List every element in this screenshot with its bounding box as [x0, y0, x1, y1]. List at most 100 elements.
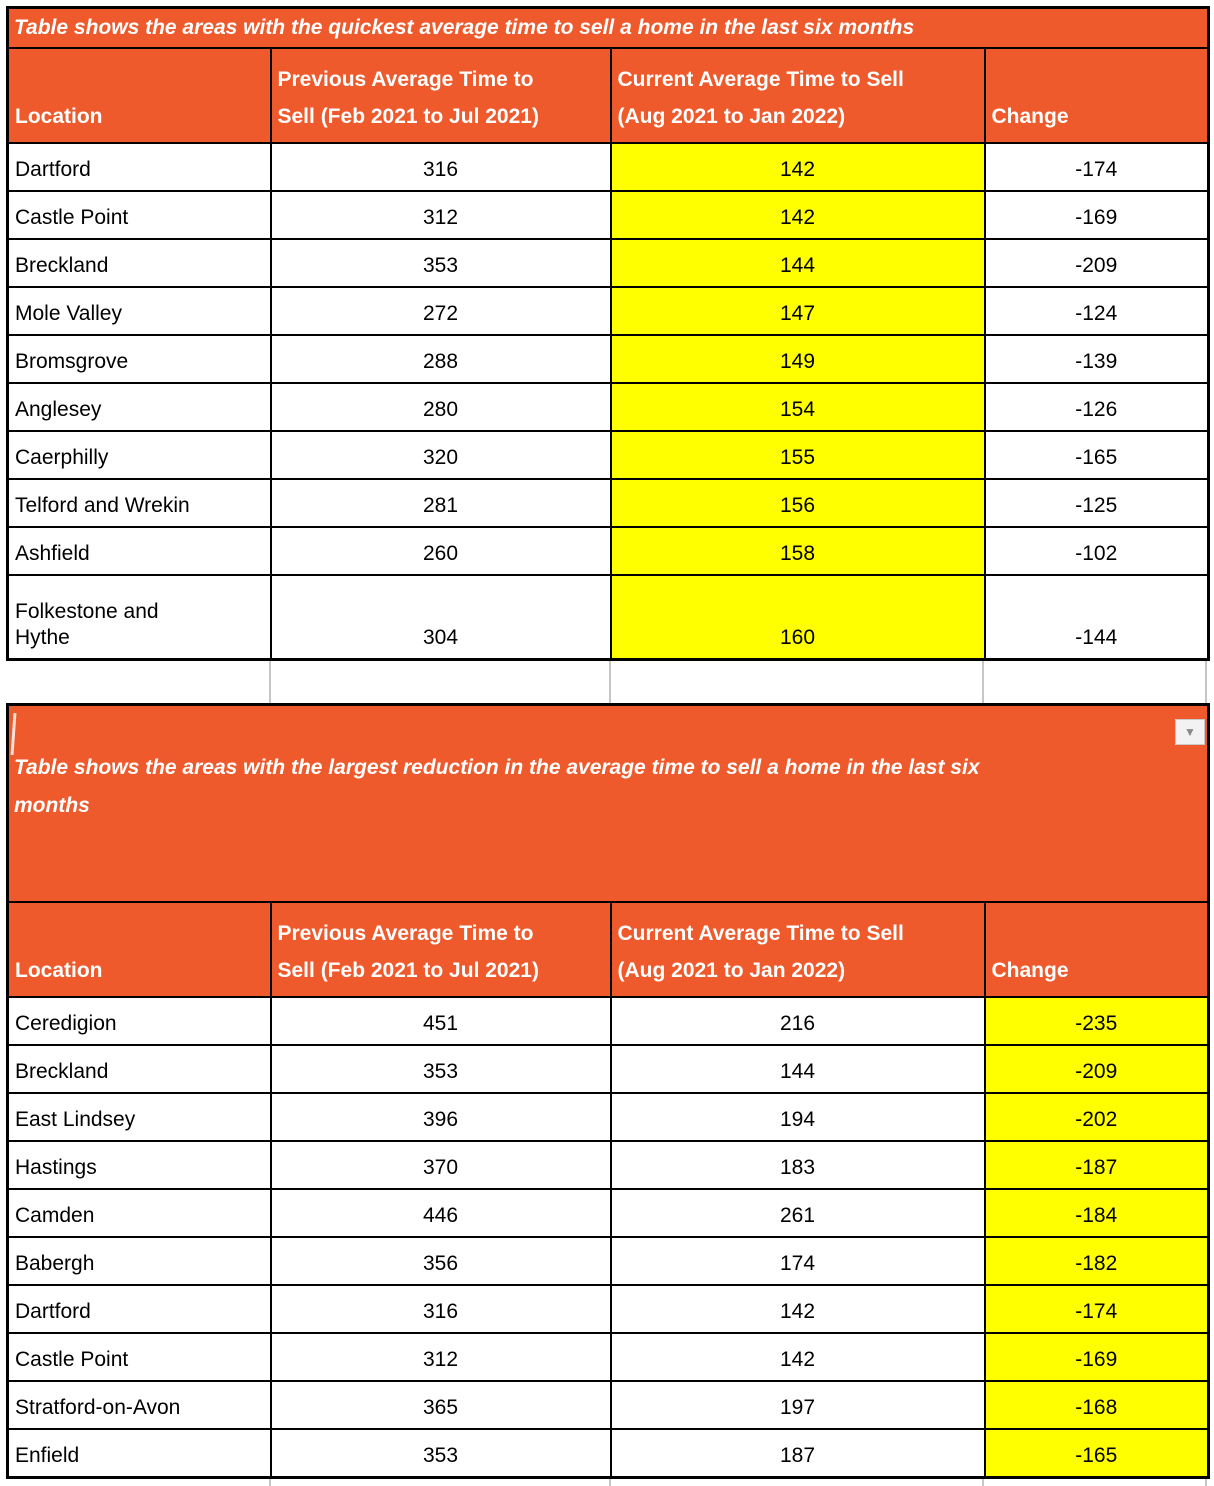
- cell-change-value[interactable]: -209: [983, 238, 1210, 288]
- cell-current-value[interactable]: 144: [609, 1044, 986, 1094]
- cell-previous-value[interactable]: 312: [269, 1332, 612, 1382]
- cell-location[interactable]: Ceredigion: [6, 996, 272, 1046]
- table-row: Breckland 353 144 -209: [6, 1044, 1210, 1094]
- cell-location[interactable]: Bromsgrove: [6, 334, 272, 384]
- cell-change-value[interactable]: -144: [983, 574, 1210, 661]
- cell-change-value[interactable]: -169: [983, 1332, 1210, 1382]
- cell-current-value[interactable]: 158: [609, 526, 986, 576]
- table2-title-row: Table shows the areas with the largest r…: [6, 703, 1210, 903]
- cell-location[interactable]: Caerphilly: [6, 430, 272, 480]
- cell-location[interactable]: Breckland: [6, 238, 272, 288]
- cell-current-value[interactable]: 197: [609, 1380, 986, 1430]
- cell-change-value[interactable]: -202: [983, 1092, 1210, 1142]
- cell-previous-value[interactable]: 304: [269, 574, 612, 661]
- cell-previous-value[interactable]: 288: [269, 334, 612, 384]
- cell-change-value[interactable]: -139: [983, 334, 1210, 384]
- cell-current-value[interactable]: 174: [609, 1236, 986, 1286]
- column-header-location[interactable]: Location: [6, 47, 272, 144]
- cell-location[interactable]: Mole Valley: [6, 286, 272, 336]
- cell-current-value[interactable]: 149: [609, 334, 986, 384]
- cell-change-value[interactable]: -169: [983, 190, 1210, 240]
- table2-title-cell[interactable]: Table shows the areas with the largest r…: [6, 703, 1210, 903]
- cell-location[interactable]: Folkestone and Hythe: [6, 574, 272, 661]
- cell-previous-value[interactable]: 451: [269, 996, 612, 1046]
- cell-location[interactable]: Camden: [6, 1188, 272, 1238]
- quickest-areas-table: Table shows the areas with the quickest …: [6, 6, 1211, 661]
- column-header-previous[interactable]: Previous Average Time to Sell (Feb 2021 …: [269, 901, 612, 998]
- column-header-location[interactable]: Location: [6, 901, 272, 998]
- cell-change-value[interactable]: -209: [983, 1044, 1210, 1094]
- cell-current-value[interactable]: 156: [609, 478, 986, 528]
- cell-current-value[interactable]: 142: [609, 1284, 986, 1334]
- cell-current-value[interactable]: 194: [609, 1092, 986, 1142]
- column-header-current[interactable]: Current Average Time to Sell (Aug 2021 t…: [609, 901, 986, 998]
- cell-current-value[interactable]: 147: [609, 286, 986, 336]
- dropdown-button[interactable]: ▼: [1175, 719, 1205, 745]
- cell-previous-value[interactable]: 365: [269, 1380, 612, 1430]
- cell-location[interactable]: Telford and Wrekin: [6, 478, 272, 528]
- cell-location[interactable]: Ashfield: [6, 526, 272, 576]
- table-row: Ceredigion 451 216 -235: [6, 996, 1210, 1046]
- table-row: East Lindsey 396 194 -202: [6, 1092, 1210, 1142]
- cell-location[interactable]: Babergh: [6, 1236, 272, 1286]
- cell-previous-value[interactable]: 312: [269, 190, 612, 240]
- cell-current-value[interactable]: 155: [609, 430, 986, 480]
- cell-change-value[interactable]: -165: [983, 1428, 1210, 1479]
- column-header-change[interactable]: Change: [983, 901, 1210, 998]
- cell-location[interactable]: Castle Point: [6, 1332, 272, 1382]
- table1-title-cell[interactable]: Table shows the areas with the quickest …: [6, 6, 1210, 49]
- cell-previous-value[interactable]: 316: [269, 1284, 612, 1334]
- cell-previous-value[interactable]: 320: [269, 430, 612, 480]
- cell-current-value[interactable]: 142: [609, 142, 986, 192]
- cell-current-value[interactable]: 187: [609, 1428, 986, 1479]
- cell-current-value[interactable]: 142: [609, 190, 986, 240]
- column-header-change[interactable]: Change: [983, 47, 1210, 144]
- cell-change-value[interactable]: -182: [983, 1236, 1210, 1286]
- table-row: Stratford-on-Avon 365 197 -168: [6, 1380, 1210, 1430]
- cell-previous-value[interactable]: 260: [269, 526, 612, 576]
- cell-current-value[interactable]: 142: [609, 1332, 986, 1382]
- cell-location[interactable]: Anglesey: [6, 382, 272, 432]
- cell-previous-value[interactable]: 353: [269, 1428, 612, 1479]
- cell-previous-value[interactable]: 353: [269, 238, 612, 288]
- cell-location[interactable]: East Lindsey: [6, 1092, 272, 1142]
- cell-change-value[interactable]: -126: [983, 382, 1210, 432]
- cell-current-value[interactable]: 216: [609, 996, 986, 1046]
- cell-change-value[interactable]: -174: [983, 1284, 1210, 1334]
- cell-previous-value[interactable]: 281: [269, 478, 612, 528]
- cell-change-value[interactable]: -168: [983, 1380, 1210, 1430]
- cell-change-value[interactable]: -187: [983, 1140, 1210, 1190]
- cell-change-value[interactable]: -235: [983, 996, 1210, 1046]
- cell-current-value[interactable]: 261: [609, 1188, 986, 1238]
- cell-change-value[interactable]: -174: [983, 142, 1210, 192]
- cell-previous-value[interactable]: 446: [269, 1188, 612, 1238]
- table1-title: Table shows the areas with the quickest …: [14, 16, 915, 39]
- cell-change-value[interactable]: -102: [983, 526, 1210, 576]
- column-header-previous[interactable]: Previous Average Time to Sell (Feb 2021 …: [269, 47, 612, 144]
- cell-change-value[interactable]: -184: [983, 1188, 1210, 1238]
- column-header-current[interactable]: Current Average Time to Sell (Aug 2021 t…: [609, 47, 986, 144]
- cell-location[interactable]: Enfield: [6, 1428, 272, 1479]
- cell-change-value[interactable]: -125: [983, 478, 1210, 528]
- cell-location[interactable]: Castle Point: [6, 190, 272, 240]
- cell-current-value[interactable]: 154: [609, 382, 986, 432]
- cell-location[interactable]: Hastings: [6, 1140, 272, 1190]
- cell-current-value[interactable]: 183: [609, 1140, 986, 1190]
- cell-location[interactable]: Dartford: [6, 142, 272, 192]
- cell-location[interactable]: Stratford-on-Avon: [6, 1380, 272, 1430]
- cell-previous-value[interactable]: 280: [269, 382, 612, 432]
- cell-change-value[interactable]: -165: [983, 430, 1210, 480]
- cell-previous-value[interactable]: 272: [269, 286, 612, 336]
- cell-location[interactable]: Breckland: [6, 1044, 272, 1094]
- cell-previous-value[interactable]: 356: [269, 1236, 612, 1286]
- cell-previous-value[interactable]: 353: [269, 1044, 612, 1094]
- table-row: Castle Point 312 142 -169: [6, 190, 1210, 240]
- cell-previous-value[interactable]: 396: [269, 1092, 612, 1142]
- cell-current-value[interactable]: 160: [609, 574, 986, 661]
- cell-location[interactable]: Dartford: [6, 1284, 272, 1334]
- cell-current-value[interactable]: 144: [609, 238, 986, 288]
- cell-previous-value[interactable]: 316: [269, 142, 612, 192]
- cell-previous-value[interactable]: 370: [269, 1140, 612, 1190]
- cell-change-value[interactable]: -124: [983, 286, 1210, 336]
